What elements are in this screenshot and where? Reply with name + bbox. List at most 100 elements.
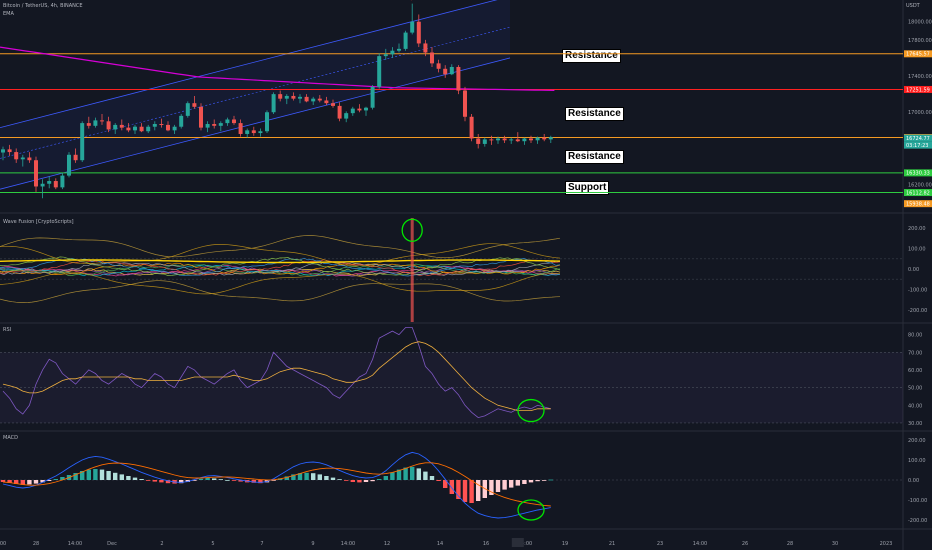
highlight-marks (401, 0, 545, 521)
macd-hist-bar (113, 472, 118, 480)
macd-hist-bar (139, 479, 144, 480)
wave-tick-label: -100.00 (908, 287, 927, 293)
candle-body (397, 48, 401, 51)
candle-body (344, 113, 349, 119)
rsi-ma-line (2, 341, 551, 412)
wave-tick-label: 0.00 (908, 267, 919, 273)
chart-header: Bitcoin / TetherUS, 4h, BINANCE (3, 3, 83, 9)
time-tick-label: 12 (384, 541, 390, 547)
horizontal-levels (0, 53, 903, 194)
time-tick-label: 9 (311, 541, 314, 547)
price-badge-label: 15938.48 (906, 201, 930, 207)
macd-hist-bar (14, 480, 19, 484)
macd-hist-bar (99, 469, 105, 480)
macd-hist-bar (271, 480, 276, 481)
macd-hist-bar (7, 480, 12, 483)
ema-path (0, 46, 555, 91)
candle-body (152, 124, 157, 127)
macd-hist-bar (528, 480, 534, 483)
price-tick-label: 16200.00 (908, 183, 932, 189)
candle-body (1, 149, 5, 153)
candle-body (271, 94, 276, 113)
macd-hist-bar (423, 471, 428, 480)
candle-body (100, 120, 104, 122)
rsi-tick-label: 70.00 (908, 350, 922, 356)
candle-body (119, 124, 124, 128)
level-badge-label: 17251.59 (906, 87, 930, 93)
macd-pane-title[interactable]: MACD (3, 435, 18, 441)
wave-envelope (0, 243, 561, 267)
candle-body (357, 108, 362, 111)
time-tick-label: 14:00 (518, 541, 532, 547)
rsi-series (0, 327, 903, 424)
rsi-line (2, 327, 551, 419)
price-badge (904, 141, 932, 149)
candle-body (383, 54, 388, 57)
candle-body (284, 95, 289, 99)
candle-body (476, 138, 481, 144)
candle-body (469, 116, 474, 139)
macd-hist-bar (126, 476, 131, 480)
macd-hist-bar (396, 469, 402, 480)
macd-highlight-circle (517, 499, 545, 521)
channel-lower (0, 57, 511, 190)
macd-hist-bar (403, 467, 408, 480)
candle-body (199, 106, 203, 128)
candle-body (166, 124, 170, 131)
candle-body (542, 137, 547, 140)
wave-envelope (0, 280, 561, 303)
price-axis[interactable]: 18000.00 17800.00 17400.00 17000.00 16200.00… (904, 20, 932, 524)
macd-hist-bar (363, 480, 369, 482)
level-badge-label: 16330.33 (906, 171, 930, 177)
macd-hist-bar (357, 480, 362, 483)
macd-hist-bar (515, 480, 520, 486)
level-badge (904, 85, 932, 93)
candle-body (403, 32, 408, 49)
time-tick-label: 23 (657, 541, 663, 547)
time-tick-label: 14 (437, 541, 443, 547)
macd-hist-bar (284, 476, 289, 480)
currency-label-text: USDT (906, 3, 920, 9)
candle-body (430, 52, 434, 64)
macd-hist-bar (456, 480, 461, 499)
candle-body (317, 98, 322, 101)
macd-hist-bar (132, 477, 138, 480)
price-badge-label: 16724.77 (906, 136, 930, 142)
macd-hist-bar (469, 480, 474, 503)
candle-body (443, 68, 448, 75)
candle-body (185, 103, 190, 116)
symbol-title[interactable]: Bitcoin / TetherUS, 4h, BINANCE (3, 3, 83, 9)
rsi-tick-label: 50.00 (908, 386, 922, 392)
macd-hist-bar (146, 480, 151, 481)
candle-body (225, 119, 230, 124)
macd-hist-bar (73, 473, 78, 480)
candle-body (34, 160, 38, 187)
wave-envelope (0, 271, 561, 295)
time-tick-label: 21 (609, 541, 615, 547)
wave-fusion-series (0, 218, 903, 322)
time-tick-label: 16 (483, 541, 489, 547)
macd-hist-bar (443, 480, 448, 488)
time-axis[interactable]: 00 28 14:00 Dec 2 5 7 9 14:00 12 14 16 14:00 19 21 23 14… (0, 538, 892, 547)
candle-body (7, 149, 12, 153)
time-tick-label: 30 (832, 541, 838, 547)
ema-legend[interactable]: EMA (3, 11, 14, 17)
candle-body (60, 175, 65, 188)
wave-peak-bar (410, 218, 414, 322)
macd-hist-bar (179, 480, 184, 484)
macd-hist-bar (225, 480, 230, 481)
price-tick-label: 17400.00 (908, 74, 932, 80)
candle-body (113, 124, 118, 130)
macd-hist-bar (337, 479, 342, 480)
rsi-pane-title[interactable]: RSI (3, 327, 11, 333)
price-channel (0, 0, 511, 190)
macd-tick-label: 200.00 (908, 438, 926, 444)
macd-hist-bar (489, 480, 494, 495)
macd-hist-bar (192, 480, 197, 481)
time-tick-label: 28 (787, 541, 793, 547)
wave-pane-title[interactable]: Wave Fusion [CryptoScripts] (3, 219, 74, 225)
candle-body (179, 115, 184, 127)
candle-body (53, 181, 58, 188)
macd-tick-label: 100.00 (908, 458, 926, 464)
